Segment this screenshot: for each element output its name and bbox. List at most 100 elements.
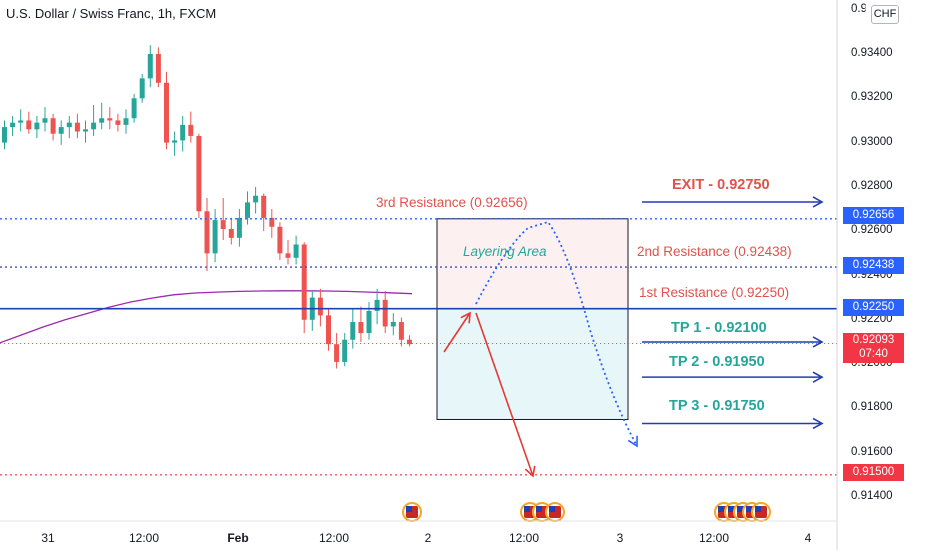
us-event-icon-canton xyxy=(746,506,752,512)
candle-body xyxy=(350,322,356,340)
x-tick-label: 12:00 xyxy=(698,531,730,545)
candle-body xyxy=(34,122,40,130)
candle-body xyxy=(334,344,340,362)
x-tick-label: 12:00 xyxy=(508,531,540,545)
y-tick-label: 0.91400 xyxy=(851,490,893,502)
us-event-icon-canton xyxy=(718,506,724,512)
candle-body xyxy=(245,202,250,218)
price-tag-3rd-resistance: 0.92656 xyxy=(843,207,904,224)
x-tick-label: 2 xyxy=(424,531,432,545)
y-tick-label: 0.92600 xyxy=(851,224,893,237)
first-resistance-label: 1st Resistance (0.92250) xyxy=(639,285,790,300)
candle-body xyxy=(10,122,16,128)
x-tick-label: 12:00 xyxy=(128,531,160,545)
candle-body xyxy=(212,220,218,254)
currency-badge[interactable]: CHF xyxy=(871,5,899,24)
us-event-icon-canton xyxy=(728,506,734,512)
candle-body xyxy=(366,310,372,334)
x-tick-label: 4 xyxy=(804,531,812,545)
symbol-title: U.S. Dollar / Swiss Franc, 1h, FXCM xyxy=(6,6,217,21)
candle-body xyxy=(326,315,331,345)
candle-body xyxy=(131,98,137,119)
candle-body xyxy=(374,299,380,311)
y-tick-label: 0.93600 xyxy=(851,3,866,15)
risk-zone xyxy=(437,218,628,309)
candle-body xyxy=(123,118,129,125)
price-tag-current: 0.92093 07:40 xyxy=(843,333,904,363)
y-tick-label: 0.93400 xyxy=(851,47,893,59)
candle-body xyxy=(18,120,24,123)
candle-body xyxy=(66,122,72,128)
bar-countdown: 07:40 xyxy=(859,348,888,360)
candle-body xyxy=(147,54,153,79)
candle-body xyxy=(115,120,121,125)
candle-body xyxy=(99,118,105,123)
candle-body xyxy=(236,217,242,238)
us-event-icon-canton xyxy=(549,506,555,512)
us-event-icon-canton xyxy=(524,506,530,512)
candle-body xyxy=(164,82,169,143)
candle-body xyxy=(269,217,275,227)
y-tick-label: 0.93000 xyxy=(851,135,893,148)
candle-body xyxy=(26,120,32,130)
candle-body xyxy=(139,78,145,99)
candle-body xyxy=(91,122,97,130)
entry-red-arrow xyxy=(443,311,471,353)
candle-body xyxy=(317,297,323,316)
x-tick-label: 12:00 xyxy=(318,531,350,545)
candle-body xyxy=(172,140,178,143)
candle-body xyxy=(196,135,202,212)
candle-body xyxy=(204,211,210,254)
tp2-label: TP 2 - 0.91950 xyxy=(669,354,765,370)
drop-red-arrow xyxy=(475,312,536,478)
current-price: 0.92093 xyxy=(852,334,895,346)
y-tick-label: 0.91800 xyxy=(851,401,893,414)
y-tick-label: 0.91600 xyxy=(851,445,893,458)
x-tick-label: 3 xyxy=(616,531,624,545)
candle-body xyxy=(58,127,64,134)
projected-path-arrow xyxy=(475,220,638,448)
us-event-icon-canton xyxy=(755,506,761,512)
tp3-label: TP 3 - 0.91750 xyxy=(669,398,765,414)
candle-body xyxy=(390,322,396,327)
moving-average-line xyxy=(0,290,413,344)
exit-label: EXIT - 0.92750 xyxy=(672,177,770,193)
candle-body xyxy=(50,118,56,134)
candle-body xyxy=(261,195,267,218)
candle-body xyxy=(83,129,88,132)
candle-body xyxy=(42,118,48,123)
price-tag-1st-resistance: 0.92250 xyxy=(843,299,904,316)
reward-zone xyxy=(437,308,628,420)
price-tag-target: 0.91500 xyxy=(843,464,904,481)
y-tick-label: 0.93200 xyxy=(851,91,893,104)
candle-body xyxy=(188,124,194,136)
third-resistance-label: 3rd Resistance (0.92656) xyxy=(376,195,528,210)
candle-body xyxy=(228,228,234,238)
candle-body xyxy=(342,339,348,362)
us-event-icon-canton xyxy=(737,506,743,512)
candle-body xyxy=(301,244,307,320)
y-tick-label: 0.92800 xyxy=(851,179,893,192)
us-event-icon-canton xyxy=(536,506,542,512)
candle-body xyxy=(358,322,364,334)
price-tag-2nd-resistance: 0.92438 xyxy=(843,257,904,274)
candle-body xyxy=(253,195,259,203)
candle-body xyxy=(107,118,113,121)
layering-area-label: Layering Area xyxy=(463,244,547,259)
candle-body xyxy=(382,299,388,327)
candle-body xyxy=(285,253,291,258)
candle-body xyxy=(2,127,7,143)
us-event-icon-canton xyxy=(406,506,412,512)
candle-body xyxy=(398,322,404,340)
candle-body xyxy=(407,339,412,345)
candle-body xyxy=(74,122,80,132)
candle-body xyxy=(180,124,186,141)
candle-body xyxy=(293,244,299,258)
tp1-label: TP 1 - 0.92100 xyxy=(671,320,767,336)
candle-body xyxy=(277,226,283,254)
layering-box-border xyxy=(436,218,629,420)
candle-body xyxy=(220,220,226,229)
second-resistance-label: 2nd Resistance (0.92438) xyxy=(637,244,792,259)
x-tick-label: 31 xyxy=(41,531,55,545)
